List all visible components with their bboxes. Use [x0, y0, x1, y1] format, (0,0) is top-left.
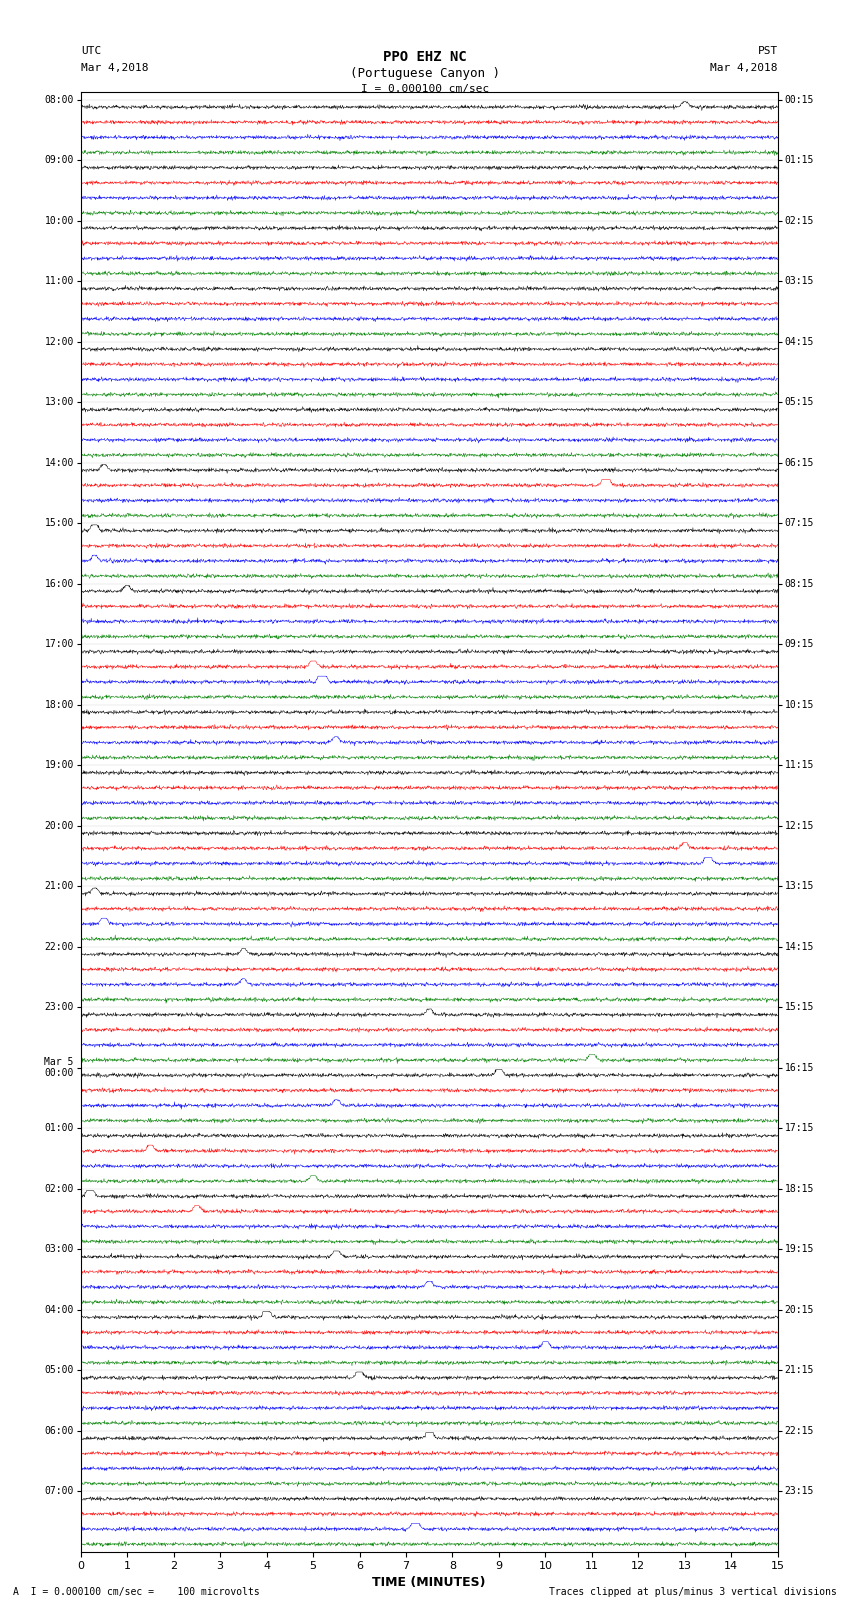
Text: A  I = 0.000100 cm/sec =    100 microvolts: A I = 0.000100 cm/sec = 100 microvolts	[13, 1587, 259, 1597]
Text: Mar 4,2018: Mar 4,2018	[81, 63, 148, 73]
Text: I = 0.000100 cm/sec: I = 0.000100 cm/sec	[361, 84, 489, 94]
X-axis label: TIME (MINUTES): TIME (MINUTES)	[372, 1576, 486, 1589]
Text: (Portuguese Canyon ): (Portuguese Canyon )	[350, 66, 500, 79]
Text: Traces clipped at plus/minus 3 vertical divisions: Traces clipped at plus/minus 3 vertical …	[549, 1587, 837, 1597]
Text: Mar 4,2018: Mar 4,2018	[711, 63, 778, 73]
Text: UTC: UTC	[81, 45, 101, 56]
Text: PPO EHZ NC: PPO EHZ NC	[383, 50, 467, 65]
Text: PST: PST	[757, 45, 778, 56]
